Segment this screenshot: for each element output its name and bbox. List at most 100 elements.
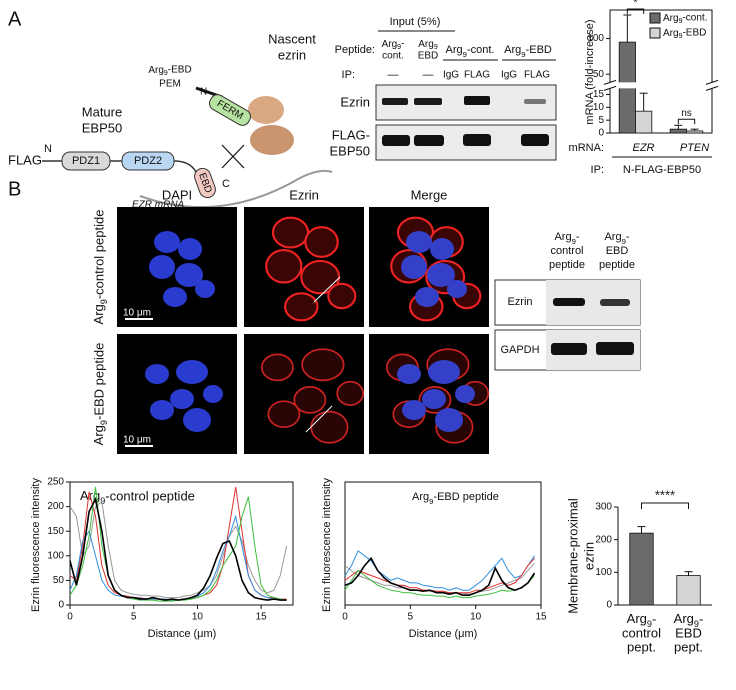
diagram-label: EBP50	[82, 120, 122, 135]
y-axis-label: Ezrin fluorescence intensity	[30, 478, 42, 612]
scale-bar-label: 10 μm	[123, 308, 151, 319]
break-mark	[705, 79, 719, 85]
row-label: Arg9-control peptide	[91, 210, 109, 325]
lane-label: control	[550, 245, 583, 257]
band	[414, 135, 444, 146]
y-tick-label: 200	[47, 501, 64, 512]
trace	[69, 514, 287, 601]
x-tick-label: 5	[408, 612, 414, 623]
significance-label: *	[634, 0, 638, 9]
group-label: Arg9-cont.	[446, 44, 495, 59]
legend-label: Arg9-EBD	[663, 28, 706, 41]
band	[600, 299, 630, 306]
lane-label: IgG	[443, 70, 459, 81]
x-tick-label: 0	[67, 612, 73, 623]
trace	[344, 569, 535, 599]
trace	[69, 500, 288, 599]
y-tick-label: 0	[606, 600, 612, 611]
chart: 0 50 100 150 200 250 0 5 10 15	[47, 477, 294, 623]
diagram-label: Arg9-EBD	[148, 65, 191, 78]
panel-label: B	[8, 178, 21, 200]
lane-label: FLAG	[524, 70, 550, 81]
trace	[344, 557, 535, 594]
micrograph	[369, 207, 489, 327]
row-label: EBP50	[330, 143, 370, 158]
significance-bracket	[641, 502, 689, 509]
diagram-label: ezrin	[278, 47, 306, 62]
trace	[69, 496, 287, 601]
domain	[209, 94, 251, 126]
lane-label: —	[388, 69, 399, 81]
domain	[194, 167, 216, 199]
row-label: Ezrin	[507, 296, 532, 308]
x-tick-label: control	[622, 625, 661, 640]
break-mark	[603, 79, 617, 85]
plot-frame	[609, 9, 713, 134]
x-tick-label: 0	[342, 612, 348, 623]
band	[596, 342, 634, 355]
x-tick-label: pept.	[627, 639, 656, 654]
break-mark	[705, 85, 719, 91]
y-tick-label: 15	[593, 89, 605, 100]
diagram-label: Mature	[82, 104, 122, 119]
group-label: Arg9-EBD	[504, 44, 552, 59]
y-tick-label: 50	[593, 69, 605, 80]
diagram-label: PEM	[159, 79, 181, 90]
y-tick-label: 10	[593, 102, 605, 113]
y-tick-label: 100	[595, 567, 612, 578]
y-tick-label: 250	[47, 477, 64, 488]
lane-label: Arg9-	[382, 39, 405, 52]
y-tick-label: 0	[598, 128, 604, 139]
x-tick-label: EZR	[633, 142, 655, 154]
linker	[173, 160, 197, 173]
micrograph	[369, 334, 490, 454]
mrna	[139, 169, 333, 209]
micrograph	[117, 334, 237, 454]
x-tick-label: 15	[535, 612, 547, 623]
trace	[344, 562, 535, 595]
blot-header: Input (5%)	[390, 16, 441, 28]
micrograph	[117, 207, 237, 327]
micrograph	[244, 334, 365, 454]
x-tick-label: EBD	[675, 625, 702, 640]
column-header: DAPI	[162, 187, 192, 202]
blot-label: Peptide:	[335, 44, 375, 56]
bar	[669, 128, 687, 134]
significance-label: ****	[655, 487, 675, 502]
lane-label: FLAG	[464, 70, 490, 81]
x-tick-label: 5	[131, 612, 137, 623]
chart: 0 5 10 15	[342, 481, 547, 623]
y-axis-label: ezrin	[581, 542, 596, 570]
plot-frame	[344, 481, 542, 606]
diagram-label: EZR mRNA	[132, 200, 185, 211]
row-label: FLAG-	[332, 127, 370, 142]
band	[464, 96, 490, 105]
lane-label: EBD	[418, 51, 439, 62]
lane-label: IgG	[501, 70, 517, 81]
significance-bracket	[677, 118, 696, 125]
band	[414, 98, 442, 105]
diagram-label: N	[200, 87, 207, 98]
bar	[686, 130, 704, 134]
blot-label: IP:	[342, 69, 355, 81]
plot-frame	[69, 481, 294, 606]
x-tick-label: PTEN	[680, 142, 709, 154]
row-label: GAPDH	[500, 344, 539, 356]
y-axis-label: mRNA (fold-increase)	[584, 19, 596, 124]
panel-label: A	[8, 8, 22, 30]
lane-label: Arg9	[418, 39, 438, 52]
lane-label: —	[423, 69, 434, 81]
chart: 0100200300Arg9-controlpept.Arg9-EBDpept.…	[595, 487, 712, 654]
band	[524, 99, 546, 104]
cross	[221, 144, 245, 169]
micrograph	[244, 207, 364, 327]
band	[553, 298, 585, 306]
band	[382, 135, 410, 146]
diagram-label: C	[222, 178, 230, 190]
significance-label: ns	[681, 108, 692, 119]
axis-note: mRNA:	[569, 142, 604, 154]
x-axis-label: Distance (μm)	[148, 628, 217, 640]
y-axis-label: Ezrin fluorescence intensity	[321, 478, 333, 612]
